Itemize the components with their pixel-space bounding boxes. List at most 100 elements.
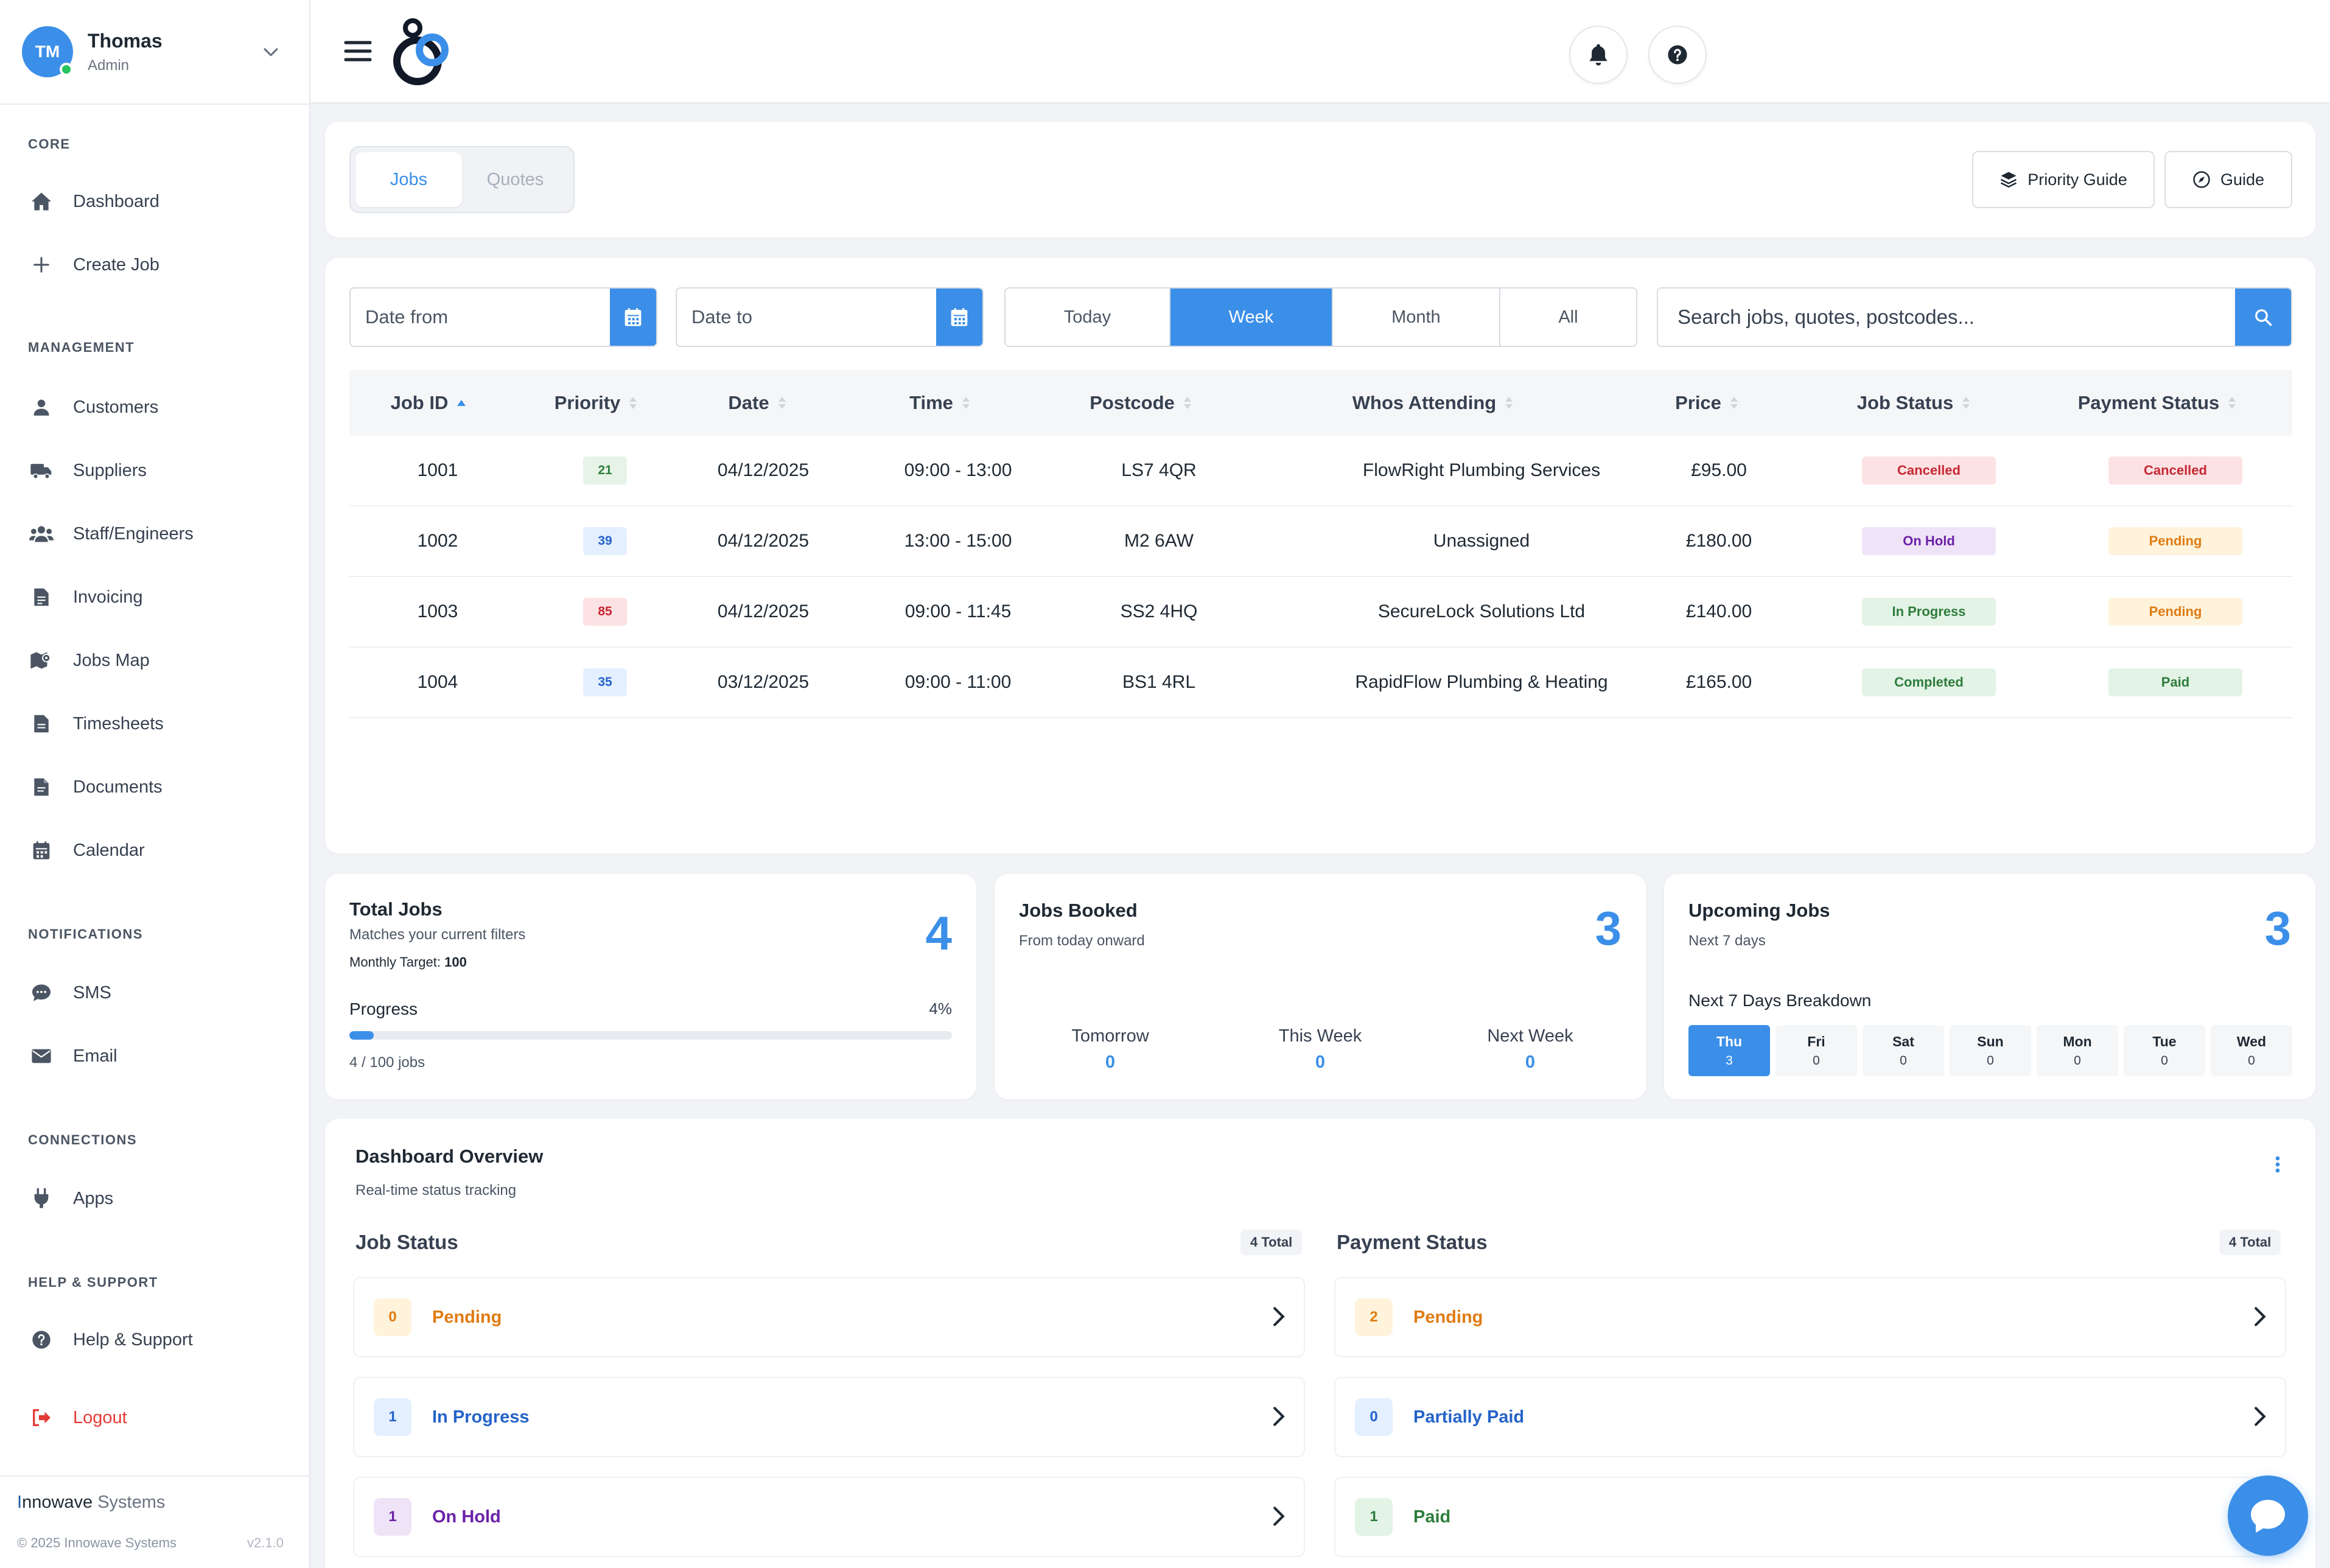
user-profile-menu[interactable]: TM Thomas Admin	[0, 0, 309, 105]
total-jobs-title: Total Jobs	[349, 898, 443, 920]
status-badge: Pending	[2108, 527, 2242, 555]
hamburger-menu-icon[interactable]	[343, 39, 373, 63]
upcoming-jobs-title: Upcoming Jobs	[1688, 900, 1830, 921]
booked-this-week: This Week 0	[1278, 1026, 1362, 1072]
status-badge: On Hold	[1862, 527, 1996, 555]
total-jobs-value: 4	[925, 906, 952, 960]
payment-status-total: 4 Total	[2219, 1230, 2281, 1255]
job-status-pending[interactable]: 0 Pending	[353, 1277, 1305, 1357]
column-header-price[interactable]: Price	[1646, 370, 1768, 436]
date-from-input[interactable]	[351, 289, 610, 346]
date-range-toggle: Today Week Month All	[1004, 287, 1637, 347]
column-header-whos-attending[interactable]: Whos Attending	[1305, 370, 1561, 436]
payment-status-partially-paid[interactable]: 0 Partially Paid	[1334, 1377, 2286, 1457]
date-to-field[interactable]	[676, 287, 984, 347]
progress-bar	[349, 1031, 952, 1040]
cell-attending: Unassigned	[1433, 531, 1530, 551]
logout-button[interactable]: Logout	[28, 1406, 127, 1429]
day-cell-wed[interactable]: Wed 0	[2211, 1025, 2292, 1076]
sidebar-item-staff-engineers[interactable]: Staff/Engineers	[28, 522, 194, 545]
cell-priority: 35	[538, 648, 672, 717]
column-header-job-id[interactable]: Job ID	[349, 370, 508, 436]
table-row[interactable]: 1002 39 04/12/2025 13:00 - 15:00 M2 6AW …	[349, 506, 2292, 577]
table-row[interactable]: 1001 21 04/12/2025 09:00 - 13:00 LS7 4QR…	[349, 436, 2292, 506]
range-today-button[interactable]: Today	[1006, 289, 1170, 346]
sidebar-item-sms[interactable]: SMS	[28, 981, 111, 1004]
cell-time: 13:00 - 15:00	[904, 531, 1012, 551]
jobs-quotes-header: Jobs Quotes Priority Guide Guide	[325, 122, 2315, 237]
cell-postcode: SS2 4HQ	[1120, 601, 1198, 621]
date-from-calendar-button[interactable]	[610, 289, 656, 346]
jobs-booked-title: Jobs Booked	[1019, 900, 1138, 921]
chevron-down-icon[interactable]	[261, 41, 281, 62]
jobs-table-card: Today Week Month All Job ID Priority Dat…	[325, 258, 2315, 853]
date-to-calendar-button[interactable]	[936, 289, 982, 346]
column-header-time[interactable]: Time	[861, 370, 1019, 436]
sort-icon	[962, 397, 970, 409]
app-logo[interactable]	[388, 17, 461, 88]
truck-icon	[28, 459, 55, 482]
sidebar-item-email[interactable]: Email	[28, 1045, 117, 1068]
sidebar-item-timesheets[interactable]: Timesheets	[28, 712, 164, 735]
sidebar-item-dashboard[interactable]: Dashboard	[28, 190, 159, 213]
sidebar-item-customers[interactable]: Customers	[28, 396, 158, 419]
sidebar-item-invoicing[interactable]: Invoicing	[28, 586, 142, 609]
chevron-right-icon	[1273, 1407, 1285, 1426]
jobs-booked-value: 3	[1595, 901, 1622, 955]
user-icon	[28, 396, 55, 419]
sidebar-item-help-support[interactable]: Help & Support	[28, 1328, 193, 1351]
table-row[interactable]: 1003 85 04/12/2025 09:00 - 11:45 SS2 4HQ…	[349, 577, 2292, 648]
sidebar-item-suppliers[interactable]: Suppliers	[28, 459, 147, 482]
calendar-icon	[624, 308, 642, 326]
table-row[interactable]: 1004 35 03/12/2025 09:00 - 11:00 BS1 4RL…	[349, 648, 2292, 718]
payment-status-paid[interactable]: 1 Paid	[1334, 1477, 2286, 1557]
date-to-input[interactable]	[677, 289, 936, 346]
day-cell-fri[interactable]: Fri 0	[1775, 1025, 1857, 1076]
plus-icon	[28, 253, 55, 276]
day-cell-sat[interactable]: Sat 0	[1863, 1025, 1944, 1076]
column-header-date[interactable]: Date	[690, 370, 824, 436]
tab-jobs[interactable]: Jobs	[355, 152, 462, 207]
date-from-field[interactable]	[349, 287, 657, 347]
cell-job-status: In Progress	[1828, 577, 2029, 646]
search-field[interactable]	[1657, 287, 2292, 347]
more-options-icon[interactable]	[2274, 1155, 2281, 1174]
column-header-postcode[interactable]: Postcode	[1055, 370, 1226, 436]
job-status-on-hold[interactable]: 1 On Hold	[353, 1477, 1305, 1557]
sidebar-item-apps[interactable]: Apps	[28, 1187, 113, 1210]
day-cell-mon[interactable]: Mon 0	[2037, 1025, 2118, 1076]
payment-status-title: Payment Status	[1337, 1231, 1488, 1253]
range-month-button[interactable]: Month	[1333, 289, 1500, 346]
tab-quotes[interactable]: Quotes	[486, 169, 544, 189]
sort-ascending-icon	[457, 400, 466, 406]
range-week-button[interactable]: Week	[1170, 289, 1333, 346]
column-header-payment-status[interactable]: Payment Status	[2048, 370, 2267, 436]
payment-status-pending[interactable]: 2 Pending	[1334, 1277, 2286, 1357]
job-status-in-progress[interactable]: 1 In Progress	[353, 1377, 1305, 1457]
day-cell-tue[interactable]: Tue 0	[2124, 1025, 2205, 1076]
help-button[interactable]	[1648, 26, 1707, 84]
notifications-button[interactable]	[1569, 26, 1628, 84]
priority-badge: 39	[583, 527, 627, 555]
online-status-dot	[60, 63, 73, 76]
chat-button[interactable]	[2228, 1475, 2308, 1556]
guide-button[interactable]: Guide	[2164, 151, 2292, 208]
priority-badge: 35	[583, 668, 627, 696]
search-button[interactable]	[2235, 289, 2291, 346]
day-cell-thu[interactable]: Thu 3	[1688, 1025, 1770, 1076]
section-title-connections: CONNECTIONS	[28, 1132, 138, 1147]
cell-payment-status: Pending	[2072, 506, 2279, 576]
sidebar-item-calendar[interactable]: Calendar	[28, 839, 145, 862]
day-cell-sun[interactable]: Sun 0	[1950, 1025, 2031, 1076]
search-input[interactable]	[1658, 289, 2235, 346]
sidebar-item-documents[interactable]: Documents	[28, 775, 163, 799]
progress-percent: 4%	[929, 999, 952, 1018]
cell-priority: 39	[538, 506, 672, 576]
priority-guide-button[interactable]: Priority Guide	[1972, 151, 2155, 208]
search-icon	[2255, 309, 2272, 326]
sidebar-item-jobs-map[interactable]: Jobs Map	[28, 649, 150, 672]
range-all-button[interactable]: All	[1558, 307, 1578, 327]
column-header-priority[interactable]: Priority	[532, 370, 660, 436]
sidebar-item-create-job[interactable]: Create Job	[28, 253, 159, 276]
column-header-job-status[interactable]: Job Status	[1816, 370, 2011, 436]
